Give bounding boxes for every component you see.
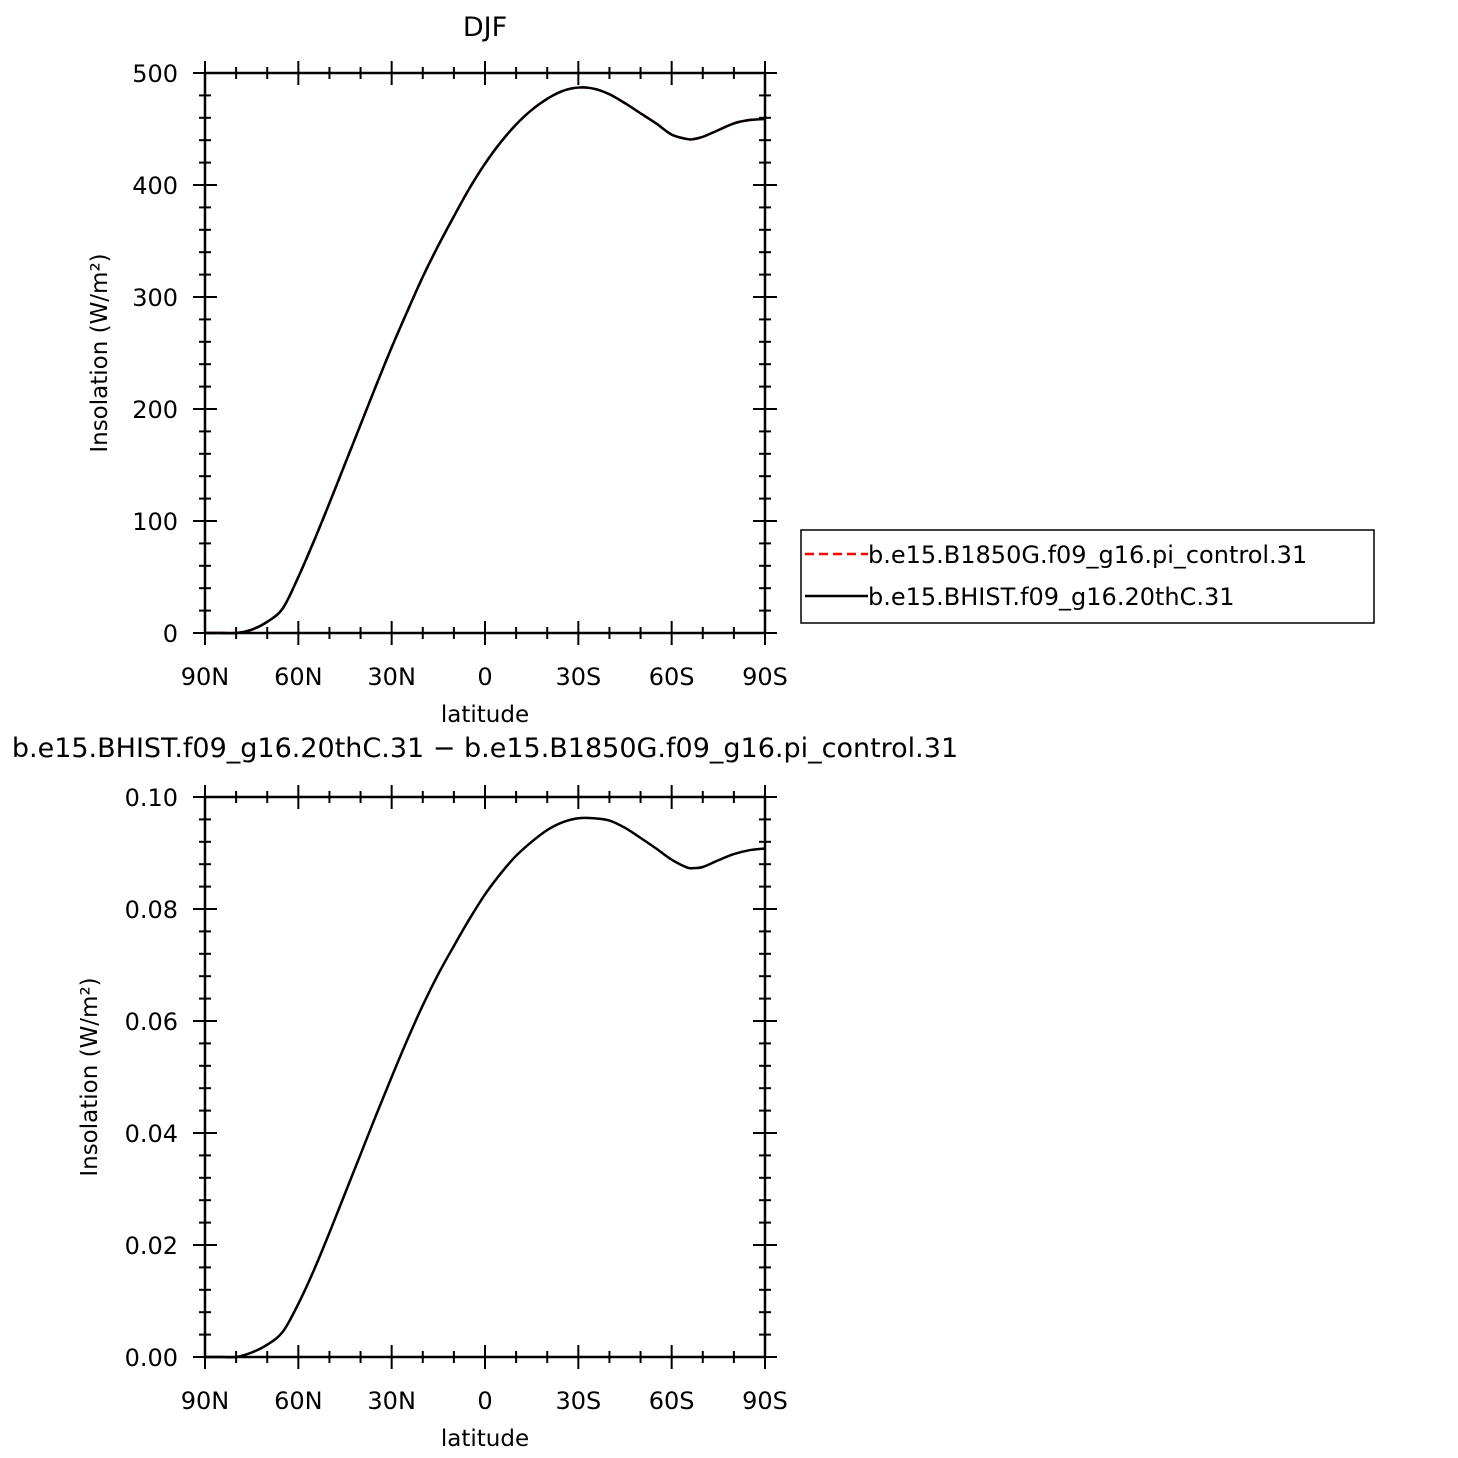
bottom-ticks-group — [193, 785, 777, 1369]
top-x-axis-label: latitude — [441, 702, 529, 728]
top-panel: DJF 90N 60N 30N 0 30S 60S 90S 0 100 200 300 400 500… — [87, 12, 1375, 728]
y-tick-label-0-1: 100 — [132, 508, 178, 536]
bottom-x-axis-label: latitude — [441, 1426, 529, 1452]
top-chart-title: DJF — [463, 12, 507, 43]
x-tick-label-1-6: 90S — [742, 1387, 788, 1415]
y-tick-label-0-3: 300 — [132, 284, 178, 312]
legend-label-20thc: b.e15.BHIST.f09_g16.20thC.31 — [868, 583, 1235, 611]
top-series-group — [205, 86, 766, 635]
top-plot-frame — [203, 71, 767, 635]
series-line-0-1 — [205, 86, 766, 635]
legend-box — [800, 529, 1375, 624]
bottom-series-group — [204, 816, 766, 1359]
x-tick-label-0-0: 90N — [181, 663, 230, 691]
bottom-panel: b.e15.BHIST.f09_g16.20thC.31 − b.e15.B18… — [12, 733, 958, 1452]
y-tick-label-0-0: 0 — [163, 620, 178, 648]
x-tick-label-1-2: 30N — [367, 1387, 416, 1415]
x-tick-label-0-2: 30N — [367, 663, 416, 691]
x-tick-label-1-1: 60N — [274, 1387, 323, 1415]
y-tick-label-1-3: 0.06 — [125, 1008, 178, 1036]
top-y-tick-labels: 0 100 200 300 400 500 — [132, 60, 178, 648]
y-tick-label-1-1: 0.02 — [125, 1232, 178, 1260]
x-tick-label-1-3: 0 — [477, 1387, 492, 1415]
top-ticks-group — [193, 61, 777, 645]
x-tick-label-0-1: 60N — [274, 663, 323, 691]
x-tick-label-0-5: 60S — [649, 663, 695, 691]
x-tick-label-0-6: 90S — [742, 663, 788, 691]
x-tick-label-0-3: 0 — [477, 663, 492, 691]
y-tick-label-0-2: 200 — [132, 396, 178, 424]
y-tick-label-0-4: 400 — [132, 172, 178, 200]
y-tick-label-1-5: 0.10 — [125, 784, 178, 812]
series-line-0-0 — [205, 86, 766, 635]
bottom-x-tick-labels: 90N 60N 30N 0 30S 60S 90S — [181, 1387, 788, 1415]
x-tick-label-1-0: 90N — [181, 1387, 230, 1415]
y-tick-label-1-2: 0.04 — [125, 1120, 178, 1148]
x-tick-label-1-4: 30S — [555, 1387, 601, 1415]
bottom-y-tick-labels: 0.00 0.02 0.04 0.06 0.08 0.10 — [125, 784, 178, 1372]
bottom-y-axis-label: Insolation (W/m²) — [77, 977, 103, 1176]
bottom-plot-frame — [203, 795, 767, 1359]
y-tick-label-1-0: 0.00 — [125, 1344, 178, 1372]
series-line-1-0 — [204, 816, 766, 1359]
y-tick-label-0-5: 500 — [132, 60, 178, 88]
bottom-chart-title: b.e15.BHIST.f09_g16.20thC.31 − b.e15.B18… — [12, 733, 958, 764]
x-tick-label-1-5: 60S — [649, 1387, 695, 1415]
top-y-axis-label: Insolation (W/m²) — [87, 253, 113, 452]
legend: b.e15.B1850G.f09_g16.pi_control.31 b.e15… — [800, 529, 1375, 624]
legend-label-pi-control: b.e15.B1850G.f09_g16.pi_control.31 — [868, 541, 1307, 569]
top-x-tick-labels: 90N 60N 30N 0 30S 60S 90S — [181, 663, 788, 691]
y-tick-label-1-4: 0.08 — [125, 896, 178, 924]
x-tick-label-0-4: 30S — [555, 663, 601, 691]
